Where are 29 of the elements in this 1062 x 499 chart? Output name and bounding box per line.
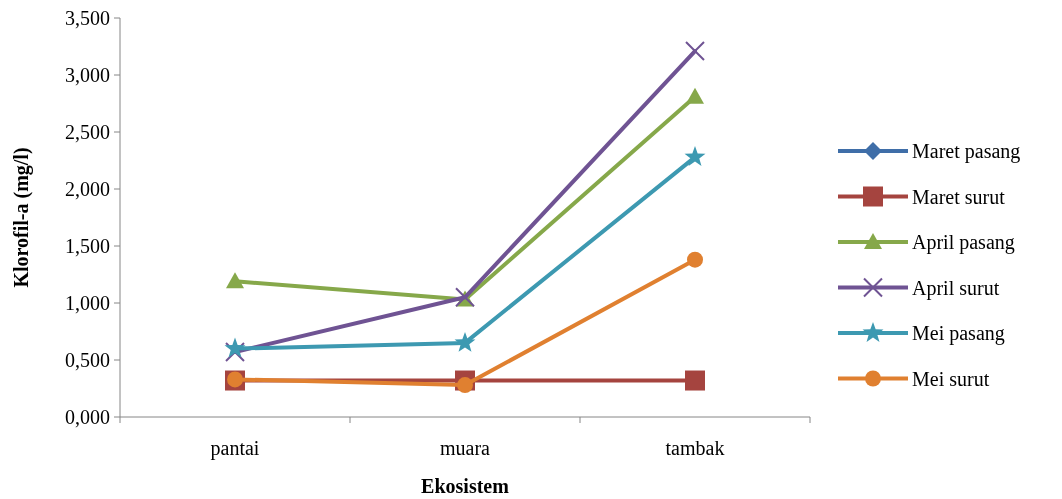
y-tick-label: 1,000 [65,292,110,314]
point [454,331,476,352]
x-tick-label: pantai [210,437,260,460]
y-tick-label: 2,500 [65,121,110,143]
x-tick-label: muara [440,437,491,459]
point [687,251,703,268]
x-tick-label: tambak [665,437,725,459]
y-tick-label: 0,500 [65,349,110,371]
legend-label: Maret pasang [912,140,1021,163]
y-tick-label: 3,000 [65,64,110,86]
point [685,370,705,391]
y-tick-label: 1,500 [65,235,110,257]
legend-label: April surut [912,276,1000,300]
y-tick-label: 2,000 [65,178,110,200]
x-axis-title: Ekosistem [421,475,510,497]
y-tick-label: 3,500 [65,7,110,29]
legend-label: Mei pasang [912,322,1005,345]
point [225,342,245,363]
legend-label: Mei surut [912,367,990,390]
point [685,41,705,62]
legend-label: Maret surut [912,185,1006,208]
y-axis-title: Klorofil-a (mg/l) [10,147,33,288]
point [457,377,473,394]
point [226,272,244,289]
point [686,87,704,104]
point [224,337,246,358]
y-tick-label: 0,000 [65,406,110,428]
legend-label: April pasang [912,231,1015,254]
point [684,146,706,166]
